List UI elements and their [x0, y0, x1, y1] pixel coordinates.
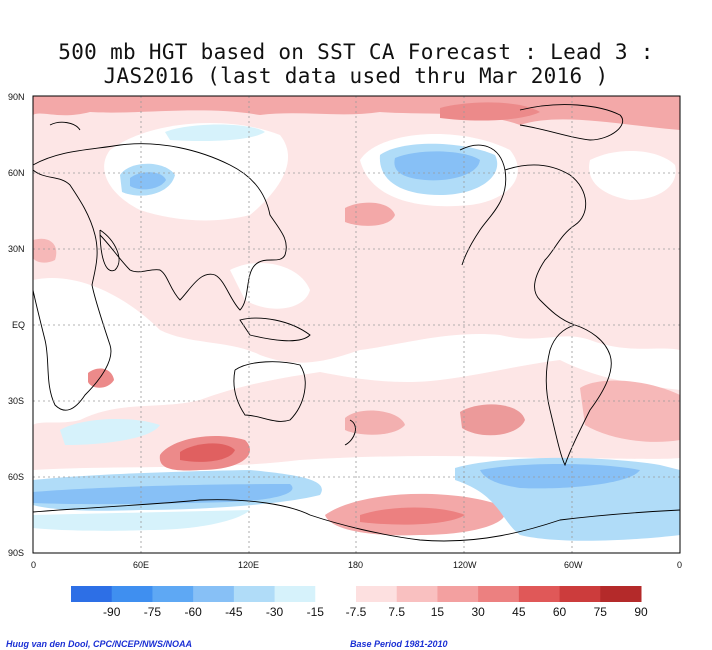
positive-ross-sea-core	[360, 507, 465, 525]
positive-madagascar	[88, 368, 114, 388]
negative-arctic-sea	[165, 124, 265, 142]
negative-antarctic-coast	[33, 510, 250, 531]
lon-label: 0	[677, 560, 682, 570]
legend-label: 7.5	[388, 605, 406, 619]
australia-coast	[233, 361, 306, 422]
indonesia-coast	[239, 317, 311, 342]
lon-label: 0	[31, 560, 36, 570]
anomaly-shading	[33, 96, 680, 553]
lon-label: 120W	[453, 560, 477, 570]
legend-label: 30	[471, 605, 485, 619]
lat-label: 30S	[8, 396, 24, 406]
greenland-coast	[519, 104, 623, 141]
map-frame	[32, 95, 681, 554]
negative-southern-ocean-east-core	[480, 464, 640, 489]
lon-label: 180	[348, 560, 363, 570]
map-title-line1: 500 mb HGT based on SST CA Forecast : Le…	[58, 40, 654, 64]
grid-lines	[33, 96, 680, 553]
longitude-labels: 0 60E 120E 180 120W 60W 0	[31, 560, 682, 570]
africa-coast	[33, 169, 112, 411]
positive-arctic	[33, 96, 680, 130]
antarctica-coast	[33, 499, 680, 542]
coastlines	[33, 104, 680, 542]
neutral-north-eurasia	[104, 123, 289, 221]
positive-south-pacific-west	[345, 410, 405, 435]
north-america-west-coast	[459, 144, 507, 266]
lon-label: 60E	[133, 560, 149, 570]
neutral-band-tropics	[33, 278, 680, 425]
legend-label: 15	[430, 605, 445, 619]
legend-label: 60	[552, 605, 567, 619]
legend-swatch	[152, 586, 194, 602]
legend-label: 75	[593, 605, 607, 619]
legend-swatch	[396, 586, 438, 602]
legend-label: 90	[634, 605, 648, 619]
latitude-labels: 90N 60N 30N EQ 30S 60S 90S	[8, 92, 25, 558]
legend-swatch	[559, 586, 601, 602]
lat-label: 90N	[8, 92, 25, 102]
color-legend	[71, 586, 642, 602]
positive-north-africa	[33, 238, 57, 263]
positive-north-pacific	[345, 202, 395, 226]
legend-label: -30	[265, 605, 284, 619]
north-america-coast	[504, 164, 587, 326]
negative-south-atlantic	[60, 418, 160, 445]
arabia-coast	[99, 229, 120, 272]
positive-south-atlantic	[580, 380, 680, 442]
legend-label: -15	[306, 605, 324, 619]
legend-swatch	[193, 586, 235, 602]
lat-label: 60N	[8, 168, 25, 178]
neutral-north-atlantic	[589, 150, 676, 200]
lat-label: 30N	[8, 244, 25, 254]
legend-swatch	[111, 586, 153, 602]
legend-label: -60	[184, 605, 202, 619]
lon-label: 60W	[564, 560, 583, 570]
negative-siberia-core	[130, 172, 166, 190]
legend-swatch	[356, 586, 398, 602]
eurasia-coast	[33, 143, 287, 311]
legend-label: 45	[512, 605, 526, 619]
lat-label: EQ	[12, 320, 25, 330]
south-america-coast	[545, 324, 612, 467]
legend-swatch	[71, 586, 113, 602]
lat-label: 90S	[8, 548, 24, 558]
legend-swatch	[437, 586, 479, 602]
credit-base-period: Base Period 1981-2010	[350, 639, 448, 649]
legend-swatch	[274, 586, 316, 602]
legend-label: -90	[103, 605, 121, 619]
legend-swatch	[233, 586, 276, 602]
positive-south-pacific	[460, 404, 525, 436]
lat-label: 60S	[8, 472, 24, 482]
map-title-line2: JAS2016 (last data used thru Mar 2016 )	[103, 64, 609, 88]
legend-swatch	[478, 586, 520, 602]
negative-southern-ocean-west-core	[33, 484, 293, 505]
positive-arctic-core	[440, 102, 540, 121]
positive-southern-indian-core	[180, 443, 235, 462]
legend-swatch	[600, 586, 642, 602]
lon-label: 120E	[238, 560, 259, 570]
legend-label: -45	[225, 605, 243, 619]
legend-swatch	[518, 586, 561, 602]
legend-label: -7.5	[345, 605, 367, 619]
credit-author: Huug van den Dool, CPC/NCEP/NWS/NOAA	[6, 639, 193, 649]
new-zealand-coast	[344, 419, 356, 446]
legend-label: -75	[143, 605, 162, 619]
svalbard-coast	[49, 121, 81, 131]
legend-swatch	[315, 586, 357, 602]
